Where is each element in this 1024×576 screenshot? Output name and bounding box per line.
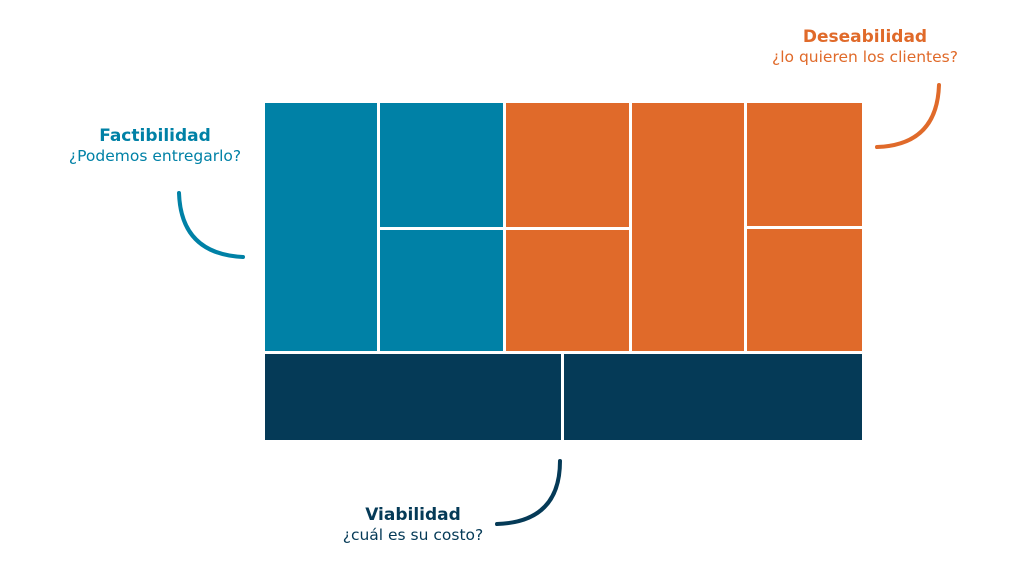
revenue-streams-block [564, 354, 862, 440]
customer-relationships-block [632, 103, 744, 351]
factibilidad-title: Factibilidad [99, 126, 211, 146]
key-partners-block [265, 103, 377, 351]
channels-block [747, 103, 862, 226]
key-resources-block [380, 230, 503, 351]
viabilidad-connector-arc [495, 459, 562, 526]
viabilidad-question: ¿cuál es su costo? [342, 526, 484, 545]
deseabilidad-label: Deseabilidad ¿lo quieren los clientes? [735, 27, 995, 68]
key-activities-block [380, 103, 503, 227]
viabilidad-title: Viabilidad [365, 505, 461, 525]
cost-structure-block [265, 354, 561, 440]
viabilidad-label: Viabilidad ¿cuál es su costo? [298, 505, 528, 546]
deseabilidad-question: ¿lo quieren los clientes? [772, 48, 958, 67]
value-proposition-top-block [506, 103, 629, 227]
factibilidad-label: Factibilidad ¿Podemos entregarlo? [40, 126, 270, 167]
deseabilidad-connector-arc [875, 83, 941, 149]
deseabilidad-title: Deseabilidad [802, 27, 928, 47]
factibilidad-connector-arc [177, 191, 245, 259]
value-proposition-bottom-block [506, 230, 629, 351]
factibilidad-question: ¿Podemos entregarlo? [68, 147, 242, 166]
customer-segments-block [747, 229, 862, 351]
